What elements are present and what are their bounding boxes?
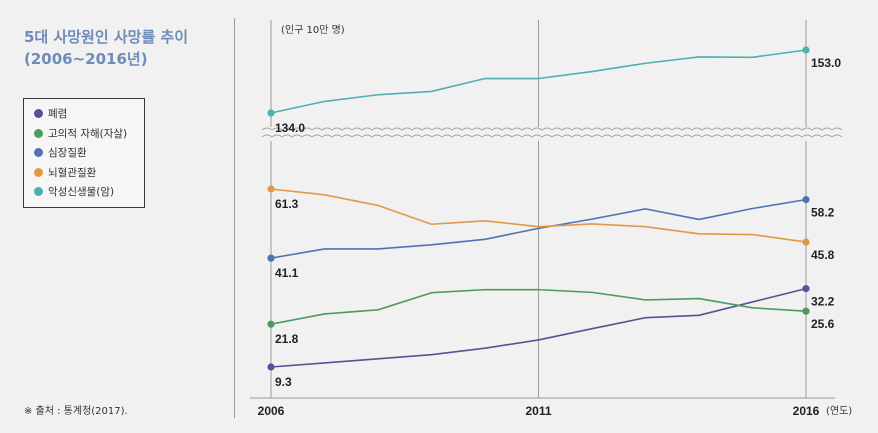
- series-end-point: [802, 46, 810, 54]
- series-start-point: [267, 363, 275, 371]
- data-label-end: 45.8: [811, 248, 835, 262]
- series-start-point: [267, 185, 275, 193]
- x-tick-label: 2016: [793, 404, 820, 418]
- y-axis-unit: (인구 10만 명): [281, 24, 345, 36]
- data-label-end: 25.6: [811, 317, 835, 331]
- series-end-point: [802, 238, 810, 246]
- legend-label: 폐렴: [48, 108, 68, 121]
- axis-break-wave: [261, 134, 843, 138]
- series-start-point: [267, 320, 275, 328]
- data-label-start: 61.3: [275, 197, 299, 211]
- title-line-1: 5대 사망원인 사망률 추이: [24, 28, 189, 46]
- series-end-point: [802, 196, 810, 204]
- legend-item: 악성신생물(암): [34, 182, 144, 202]
- legend-swatch: [34, 167, 43, 177]
- legend-label: 심장질환: [48, 147, 87, 160]
- legend-item: 고의적 자해(자살): [34, 124, 144, 144]
- axis-break-wave: [261, 127, 843, 131]
- data-label-start: 41.1: [275, 266, 299, 280]
- source-note: ※ 출처 : 통계청(2017).: [24, 406, 128, 417]
- x-axis-unit: (연도): [826, 405, 852, 417]
- x-tick-label: 2006: [258, 404, 285, 418]
- legend-swatch: [34, 109, 43, 119]
- legend-item: 심장질환: [34, 143, 144, 163]
- legend-label: 악성신생물(암): [48, 186, 115, 199]
- legend-label: 뇌혈관질환: [48, 166, 97, 179]
- divider: [234, 18, 235, 418]
- series-line: [270, 198, 807, 259]
- series-line: [270, 49, 807, 114]
- series-end-point: [802, 307, 810, 315]
- series-line: [270, 188, 807, 243]
- data-label-end: 58.2: [811, 206, 835, 220]
- series-start-point: [267, 109, 275, 117]
- legend-swatch: [34, 128, 43, 138]
- title-line-2: (2006~2016년): [24, 50, 148, 68]
- chart-title: 5대 사망원인 사망률 추이 (2006~2016년): [24, 26, 188, 70]
- series-start-point: [267, 254, 275, 262]
- series-line: [270, 287, 807, 368]
- legend-swatch: [34, 148, 43, 158]
- legend-label: 고의적 자해(자살): [48, 127, 128, 140]
- data-label-start: 9.3: [275, 375, 292, 389]
- x-tick-label: 2011: [525, 404, 551, 418]
- data-label-start: 134.0: [275, 121, 305, 135]
- axis-break-band: [262, 127, 835, 141]
- series-line: [270, 288, 807, 325]
- legend-item: 폐렴: [34, 104, 144, 124]
- series-end-point: [802, 285, 810, 293]
- legend-swatch: [34, 187, 43, 197]
- data-label-end: 32.2: [811, 295, 835, 309]
- data-label-end: 153.0: [811, 56, 841, 70]
- data-label-start: 21.8: [275, 332, 299, 346]
- legend-item: 뇌혈관질환: [34, 163, 144, 183]
